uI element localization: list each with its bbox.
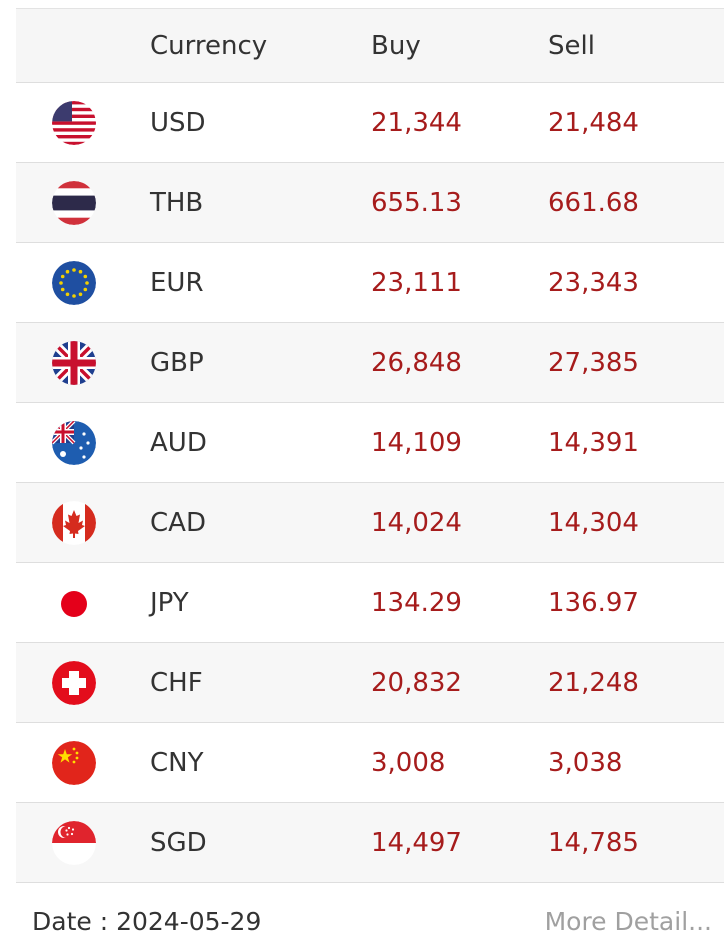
sell-rate: 23,343 [548, 267, 639, 298]
sell-rate: 21,484 [548, 107, 639, 138]
date-label: Date : [32, 906, 117, 936]
sell-rate: 136.97 [548, 587, 639, 618]
table-row: GBP 26,848 27,385 [16, 323, 724, 403]
buy-rate: 14,024 [371, 507, 462, 538]
table-row: CHF 20,832 21,248 [16, 643, 724, 723]
update-date: Date : 2024-05-29 [32, 907, 261, 936]
table-row: SGD 14,497 14,785 [16, 803, 724, 883]
au-flag-icon [52, 420, 96, 465]
eu-flag-icon [52, 260, 96, 305]
buy-rate: 655.13 [371, 187, 462, 218]
buy-rate: 20,832 [371, 667, 462, 698]
cn-flag-icon [52, 740, 96, 785]
currency-code: AUD [150, 427, 207, 458]
table-row: AUD 14,109 14,391 [16, 403, 724, 483]
currency-code: EUR [150, 267, 204, 298]
buy-rate: 26,848 [371, 347, 462, 378]
currency-code: CHF [150, 667, 203, 698]
buy-rate: 14,109 [371, 427, 462, 458]
ch-flag-icon [52, 660, 96, 705]
exchange-rate-table: Currency Buy Sell USD 21 [16, 8, 724, 883]
currency-code: SGD [150, 827, 207, 858]
currency-code: JPY [150, 587, 189, 618]
buy-rate: 3,008 [371, 747, 446, 778]
table-header: Currency Buy Sell [16, 9, 724, 83]
sell-rate: 661.68 [548, 187, 639, 218]
buy-rate: 134.29 [371, 587, 462, 618]
table-row: CAD 14,024 14,304 [16, 483, 724, 563]
sg-flag-icon [52, 820, 96, 865]
currency-code: CNY [150, 747, 204, 778]
sell-rate: 27,385 [548, 347, 639, 378]
buy-column-header: Buy [371, 30, 421, 61]
table-row: CNY 3,008 3,038 [16, 723, 724, 803]
jp-flag-icon [52, 580, 96, 625]
sell-rate: 14,304 [548, 507, 639, 538]
table-footer: Date : 2024-05-29 More Detail... [32, 904, 712, 938]
buy-rate: 21,344 [371, 107, 462, 138]
ca-flag-icon [52, 500, 96, 545]
buy-rate: 14,497 [371, 827, 462, 858]
table-row: USD 21,344 21,484 [16, 83, 724, 163]
currency-code: THB [150, 187, 204, 218]
buy-rate: 23,111 [371, 267, 462, 298]
currency-code: GBP [150, 347, 204, 378]
table-row: EUR 23,111 23,343 [16, 243, 724, 323]
sell-rate: 21,248 [548, 667, 639, 698]
currency-code: CAD [150, 507, 206, 538]
currency-column-header: Currency [150, 30, 268, 61]
gb-flag-icon [52, 340, 96, 385]
table-row: THB 655.13 661.68 [16, 163, 724, 243]
date-value: 2024-05-29 [116, 906, 262, 936]
sell-column-header: Sell [548, 30, 595, 61]
more-detail-link[interactable]: More Detail... [544, 906, 712, 936]
sell-rate: 3,038 [548, 747, 623, 778]
sell-rate: 14,785 [548, 827, 639, 858]
sell-rate: 14,391 [548, 427, 639, 458]
currency-code: USD [150, 107, 206, 138]
th-flag-icon [52, 180, 96, 225]
table-row: JPY 134.29 136.97 [16, 563, 724, 643]
us-flag-icon [52, 100, 96, 145]
